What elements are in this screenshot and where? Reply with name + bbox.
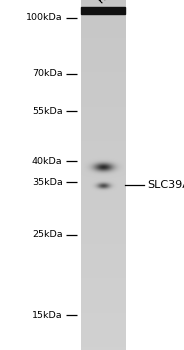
Text: 70kDa: 70kDa: [32, 69, 63, 78]
Text: 35kDa: 35kDa: [32, 178, 63, 187]
Text: 55kDa: 55kDa: [32, 107, 63, 116]
Text: 25kDa: 25kDa: [32, 231, 63, 239]
Text: 100kDa: 100kDa: [26, 13, 63, 22]
Bar: [81, 7, 125, 14]
Text: SLC39A2: SLC39A2: [147, 180, 184, 189]
Text: 15kDa: 15kDa: [32, 310, 63, 320]
Text: 40kDa: 40kDa: [32, 157, 63, 166]
Text: Rat brain: Rat brain: [96, 0, 137, 6]
